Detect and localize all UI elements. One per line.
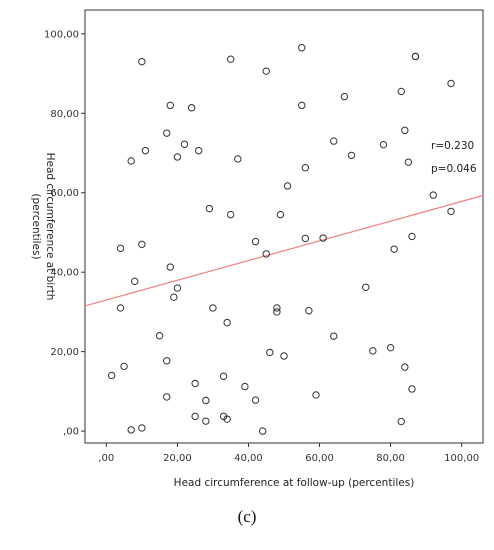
data-point	[273, 304, 281, 312]
data-point	[298, 44, 306, 52]
data-point	[408, 232, 416, 241]
data-point	[223, 415, 231, 423]
data-point	[116, 304, 125, 312]
data-point	[262, 67, 270, 75]
y-tick-label: 20,00	[50, 347, 79, 358]
data-point	[362, 283, 370, 291]
data-point	[138, 424, 146, 432]
y-tick-label: 80,00	[50, 109, 79, 120]
x-axis-title: Head circumference at follow-up (percent…	[174, 477, 415, 489]
data-point	[166, 101, 174, 110]
y-tick-label: 40,00	[50, 268, 79, 279]
data-point	[262, 250, 270, 258]
data-point	[131, 277, 139, 286]
data-point	[163, 357, 171, 365]
data-points	[107, 44, 455, 435]
data-point	[226, 55, 235, 63]
x-tick-label: 100,00	[444, 453, 479, 464]
data-point	[226, 210, 235, 219]
data-point	[305, 307, 313, 315]
data-point	[283, 182, 292, 190]
data-point	[173, 284, 182, 292]
data-point	[251, 396, 260, 404]
data-point	[173, 153, 182, 161]
data-point	[107, 371, 116, 380]
data-point	[397, 417, 405, 426]
figure-caption: (c)	[237, 507, 257, 526]
data-point	[397, 87, 405, 96]
p-value-label: p=0.046	[431, 163, 477, 175]
data-point	[191, 379, 199, 388]
data-point	[223, 318, 231, 327]
data-point	[205, 204, 214, 213]
y-tick-label: 100,00	[44, 29, 79, 40]
data-point	[390, 245, 398, 253]
data-point	[163, 129, 171, 137]
y-tick-label: 60,00	[50, 188, 79, 199]
data-point	[330, 332, 338, 340]
x-tick-label: 40,00	[234, 453, 263, 464]
data-point	[141, 146, 150, 155]
data-point	[166, 263, 174, 271]
data-point	[340, 92, 349, 101]
data-point	[447, 79, 455, 88]
data-point	[187, 104, 196, 112]
x-tick-label: 80,00	[376, 453, 405, 464]
data-point	[401, 363, 409, 371]
data-point	[401, 126, 409, 135]
data-point	[120, 362, 128, 371]
data-point	[411, 52, 420, 61]
data-point	[163, 393, 171, 401]
data-point	[404, 158, 413, 166]
data-point	[202, 417, 210, 425]
data-point	[138, 57, 146, 66]
y-tick-label: ,00	[63, 427, 79, 438]
data-point	[251, 237, 260, 246]
data-point	[219, 372, 228, 380]
data-point	[127, 157, 135, 165]
plot-frame	[84, 9, 484, 444]
y-axis-title-line-1: Head circumference at birth	[44, 153, 56, 301]
x-axis-ticks: ,00 20,00 40,00 60,00 80,00 100,00	[98, 443, 479, 464]
data-point	[276, 210, 285, 219]
data-point	[319, 234, 327, 242]
data-point	[298, 101, 306, 110]
data-point	[241, 382, 249, 391]
x-tick-label: 60,00	[305, 453, 334, 464]
data-point	[369, 347, 377, 355]
data-point	[191, 412, 199, 421]
y-axis-ticks: ,00 20,00 40,00 60,00 80,00 100,00	[44, 29, 85, 438]
data-point	[155, 332, 164, 340]
data-point	[273, 308, 281, 316]
data-point	[312, 391, 320, 399]
data-point	[202, 396, 210, 405]
data-point	[408, 385, 416, 393]
data-point	[347, 151, 356, 160]
data-point	[116, 244, 125, 253]
data-point	[209, 304, 217, 312]
x-tick-label: 20,00	[163, 453, 192, 464]
correlation-label: r=0.230	[431, 140, 474, 152]
data-point	[266, 348, 274, 357]
data-point	[447, 207, 455, 216]
data-point	[379, 140, 388, 149]
data-point	[170, 293, 178, 301]
data-point	[138, 240, 146, 249]
data-point	[280, 352, 288, 360]
x-tick-label: ,00	[98, 453, 114, 464]
data-point	[234, 155, 242, 163]
data-point	[180, 140, 189, 148]
regression-line	[84, 194, 484, 307]
data-point	[301, 164, 310, 172]
data-point	[330, 137, 338, 145]
data-point	[127, 426, 135, 434]
data-point	[195, 146, 203, 155]
y-axis-title: Head circumference at birth (percentiles…	[30, 153, 56, 301]
data-point	[429, 191, 437, 199]
data-point	[258, 427, 267, 435]
data-point	[386, 343, 395, 352]
data-point	[301, 234, 310, 243]
y-axis-title-line-2: (percentiles)	[30, 193, 42, 259]
